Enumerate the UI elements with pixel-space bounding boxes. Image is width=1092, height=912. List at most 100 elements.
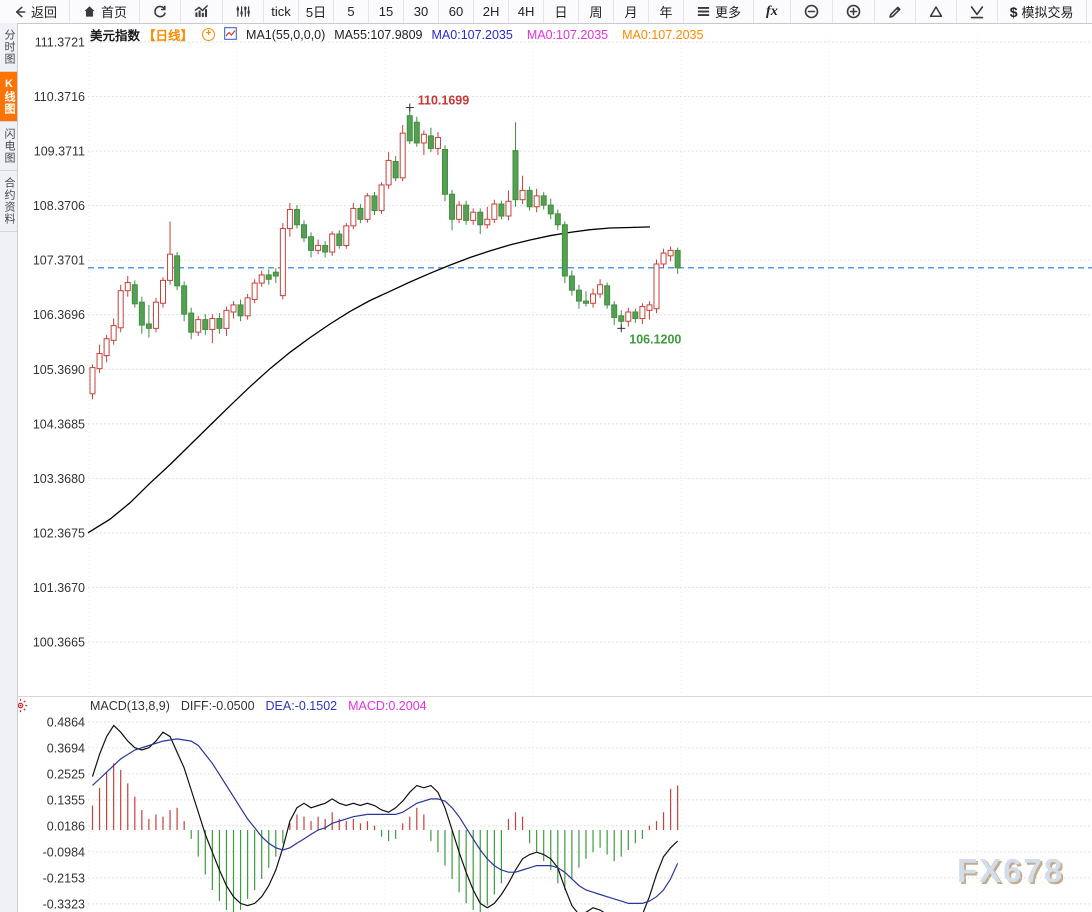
toolbar-home-button[interactable]: 首页 [70, 0, 141, 23]
fx678-watermark: FX678 [957, 852, 1065, 889]
pencil-icon [887, 4, 903, 20]
toolbar-chart-type-bar-button[interactable] [181, 0, 224, 23]
macd-axis-label: -0.3323 [43, 897, 85, 911]
toolbar-interval-tick-label: tick [271, 4, 291, 19]
dollar-icon: $ [1009, 3, 1018, 20]
price-axis-label: 110.3716 [34, 90, 85, 104]
ma0-values: MA0:107.2035 MA0:107.2035 MA0:107.2035 [432, 28, 704, 42]
candle-body [434, 137, 441, 149]
price-axis-label: 101.3670 [33, 581, 85, 595]
toolbar-sim-trade-label: 模拟交易 [1021, 5, 1074, 20]
toolbar-interval-4h-button[interactable]: 4H [509, 0, 545, 23]
toolbar-triangle-up-button[interactable] [916, 0, 957, 23]
candle-body [237, 304, 244, 317]
toolbar-interval-week-label: 周 [589, 5, 603, 20]
candle-body [110, 325, 117, 341]
candle-body [406, 115, 413, 142]
candle-body [103, 338, 110, 357]
candle-body [195, 319, 202, 333]
candle-body [512, 150, 519, 201]
candle-body [470, 211, 477, 221]
period-label: 【日线】 [143, 29, 194, 43]
menu-icon [696, 4, 711, 19]
toolbar-interval-day-button[interactable]: 日 [544, 0, 580, 23]
candle-body [152, 301, 159, 329]
candle-body [308, 236, 315, 251]
refresh-icon [152, 4, 168, 20]
candle-body [660, 252, 667, 265]
candle-body [167, 253, 174, 281]
sliders-icon [235, 4, 251, 19]
toolbar-zoom-in-button[interactable] [833, 0, 875, 23]
ma0-value-3: MA0:107.2035 [622, 27, 704, 42]
candle-body [632, 311, 639, 320]
sidebar: 分时图 K线图 闪电图 合约资料 [0, 23, 18, 912]
candle-body [442, 149, 448, 195]
toolbar-refresh-button[interactable] [140, 0, 182, 23]
candle-body [145, 323, 152, 329]
toolbar-interval-30-button[interactable]: 30 [404, 0, 440, 23]
toolbar-sim-trade-button[interactable]: $ 模拟交易 [998, 0, 1087, 23]
macd-macd-value: MACD:0.2004 [348, 699, 427, 713]
macd-diff-value: DIFF:-0.0500 [180, 699, 255, 713]
toolbar-interval-15-button[interactable]: 15 [369, 0, 405, 23]
toolbar-interval-5d-button[interactable]: 5日 [299, 0, 335, 23]
price-axis-label: 103.3680 [33, 472, 85, 486]
candle-body [315, 244, 322, 251]
toolbar-indicator-fx-button[interactable]: fx [754, 0, 791, 23]
candle-body [597, 284, 604, 295]
zoom-out-icon [803, 3, 820, 20]
candle-body [357, 207, 364, 220]
high-price-annotation: 110.1699 [418, 94, 469, 108]
toolbar-more-button[interactable]: 更多 [684, 0, 755, 23]
candle-body [392, 161, 399, 179]
candle-body [653, 263, 660, 310]
bar-chart-icon [193, 4, 210, 19]
toolbar-interval-tick-button[interactable]: tick [264, 0, 300, 23]
candle-body [286, 208, 293, 230]
candle-body [209, 318, 216, 330]
macd-axis-label: -0.2153 [43, 871, 85, 885]
toolbar-draw-button[interactable] [875, 0, 916, 23]
ma0-value-1: MA0:107.2035 [431, 27, 513, 42]
toolbar-interval-month-button[interactable]: 月 [614, 0, 650, 23]
price-axis-label: 107.3701 [33, 254, 85, 268]
toolbar-interval-60-button[interactable]: 60 [439, 0, 475, 23]
ma0-value-2: MA0:107.2035 [526, 27, 609, 42]
sidebar-tab-K线图[interactable]: K线图 [0, 72, 17, 122]
candle-body [336, 233, 343, 246]
low-price-annotation: 106.1200 [629, 332, 681, 346]
toolbar-triangle-down-button[interactable] [957, 0, 998, 23]
toolbar-interval-5d-label: 5日 [305, 5, 327, 20]
price-axis-label: 108.3706 [33, 199, 85, 213]
toolbar-chart-type-sliders-button[interactable] [223, 0, 265, 23]
sidebar-tab-合约资料[interactable]: 合约资料 [0, 171, 17, 232]
toolbar-fx-news-button[interactable]: 汇 [1087, 0, 1092, 23]
macd-axis-label: 0.0186 [47, 819, 85, 833]
triangle-up-icon [928, 4, 944, 19]
candle-body [174, 255, 181, 287]
sidebar-tab-闪电图[interactable]: 闪电图 [0, 122, 17, 171]
expand-icon[interactable]: + [202, 28, 216, 41]
toolbar-interval-year-button[interactable]: 年 [649, 0, 685, 23]
toolbar-interval-day-label: 日 [554, 5, 568, 20]
candle-body [364, 195, 371, 220]
candle-body [491, 203, 498, 220]
toolbar: 返回 首页 tick 5日 5 15 30 60 2H 4H 日 周 月 年 更多 fx $模拟交易汇 [0, 0, 1092, 24]
candle-body [618, 315, 625, 322]
sidebar-tab-分时图[interactable]: 分时图 [0, 23, 17, 72]
toolbar-interval-week-button[interactable]: 周 [579, 0, 615, 23]
toolbar-interval-2h-button[interactable]: 2H [474, 0, 510, 23]
toolbar-zoom-out-button[interactable] [791, 0, 833, 23]
candle-body [301, 224, 307, 239]
toolbar-back-button[interactable]: 返回 [0, 0, 71, 23]
toolbar-interval-5-button[interactable]: 5 [334, 0, 370, 23]
candle-body [293, 208, 300, 226]
candle-body [540, 195, 547, 206]
candle-body [505, 200, 512, 217]
macd-header: MACD(13,8,9) DIFF:-0.0500 DEA:-0.1502 MA… [90, 699, 427, 713]
candle-body [216, 318, 223, 329]
candle-body [89, 367, 96, 395]
